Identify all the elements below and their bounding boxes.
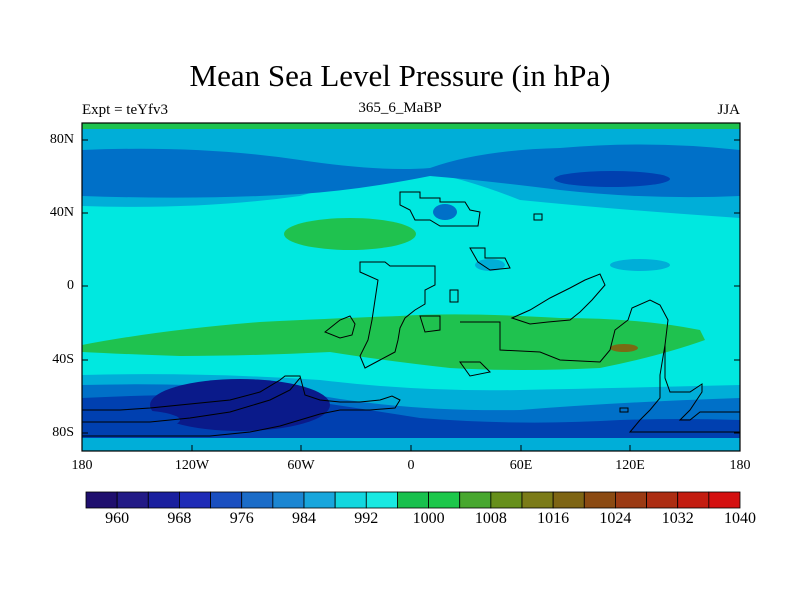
lat-tick-label: 80N xyxy=(49,132,74,147)
colorbar-swatch xyxy=(521,491,554,509)
colorbar-swatch xyxy=(490,491,523,509)
colorbar-label: 960 xyxy=(105,510,130,527)
colorbar-swatch xyxy=(210,491,243,509)
lat-tick-label: 0 xyxy=(67,278,74,293)
colorbar-swatch xyxy=(116,491,149,509)
lon-tick-label: 0 xyxy=(407,458,415,473)
colorbar-swatch xyxy=(147,491,180,509)
colorbar-label: 1040 xyxy=(724,510,756,527)
lon-tick-label: 180 xyxy=(71,458,93,473)
colorbar-swatch xyxy=(397,491,429,509)
colorbar-swatch xyxy=(459,491,492,509)
lon-tick-label: 180 xyxy=(729,458,751,473)
colorbar-swatch xyxy=(179,491,211,509)
lon-tick-label: 60W xyxy=(287,458,315,473)
colorbar-label: 1032 xyxy=(661,510,694,527)
colorbar-label: 976 xyxy=(229,510,254,527)
colorbar-swatch xyxy=(241,491,274,509)
experiment-label: Expt = teYfv3 xyxy=(82,102,168,118)
colorbar-label: 1008 xyxy=(474,510,507,527)
axis-ticks xyxy=(81,139,741,451)
colorbar xyxy=(85,491,741,509)
colorbar-label: 992 xyxy=(354,510,379,527)
colorbar-label: 1024 xyxy=(599,510,632,527)
colorbar-label: 984 xyxy=(292,510,316,527)
colorbar-swatch xyxy=(677,491,710,509)
colorbar-swatch xyxy=(272,491,305,509)
colorbar-swatch xyxy=(428,491,461,509)
colorbar-swatch xyxy=(334,491,367,509)
colorbar-swatch xyxy=(552,491,585,509)
colorbar-label: 968 xyxy=(167,510,192,527)
colorbar-swatch xyxy=(85,491,118,509)
colorbar-swatch xyxy=(708,491,741,509)
lat-tick-label: 80S xyxy=(52,425,74,440)
season-label: JJA xyxy=(717,102,740,118)
lon-tick-label: 120E xyxy=(615,458,645,473)
colorbar-label: 1000 xyxy=(412,510,445,527)
lat-tick-label: 40S xyxy=(52,352,74,367)
colorbar-swatch xyxy=(646,491,679,509)
colorbar-swatch xyxy=(583,491,616,509)
period-label: 365_6_MaBP xyxy=(358,100,442,116)
colorbar-swatch xyxy=(615,491,647,509)
colorbar-swatch xyxy=(365,491,398,509)
map-title: Mean Sea Level Pressure (in hPa) xyxy=(189,58,611,93)
lon-tick-label: 120W xyxy=(174,458,210,473)
coastline-outlines xyxy=(82,191,741,437)
colorbar-swatch xyxy=(303,491,336,509)
lat-tick-label: 40N xyxy=(49,205,74,220)
pressure-field xyxy=(82,123,740,451)
lon-tick-label: 60E xyxy=(509,458,533,473)
colorbar-label: 1016 xyxy=(537,510,570,527)
